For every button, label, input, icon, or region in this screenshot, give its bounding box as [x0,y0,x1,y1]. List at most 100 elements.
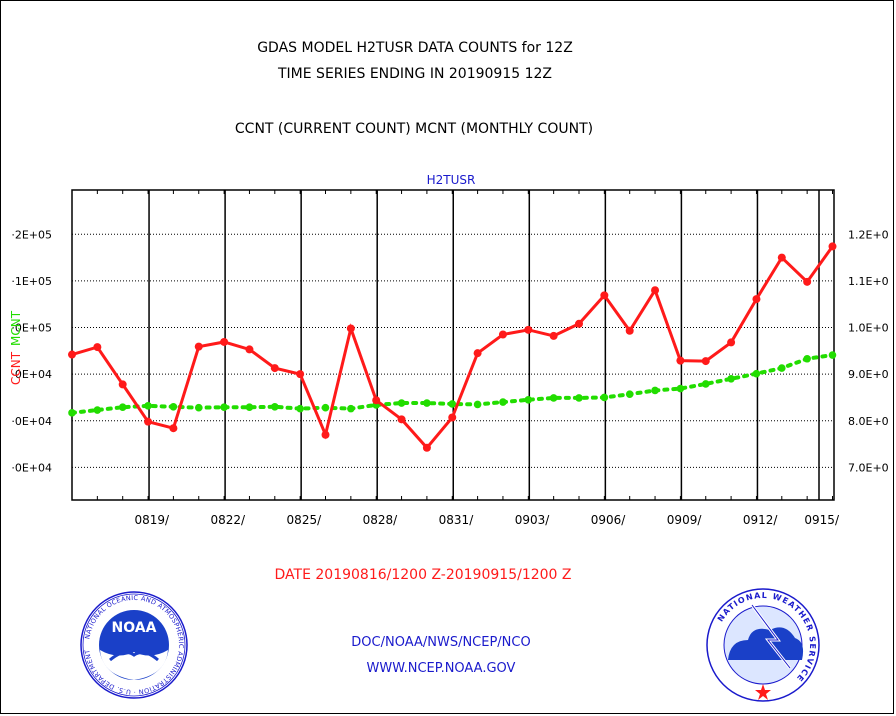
y-left-tick-label: ·2E+05 [11,228,52,241]
star-icon [755,684,771,700]
mcnt-point [803,354,811,363]
ccnt-point [803,277,812,286]
ccnt-point [701,357,710,366]
mcnt-point [144,402,152,410]
y-right-tick-label: 7.0E+0 [848,461,889,474]
x-tick-label: 0909/ [667,513,703,527]
mcnt-point [575,394,583,402]
mcnt-point [271,402,279,411]
org-label: DOC/NOAA/NWS/NCEP/NCO [351,635,530,650]
y-left-tick-label: ·0E+04 [11,415,52,428]
chart-title-line1: GDAS MODEL H2TUSR DATA COUNTS for 12Z [257,40,573,56]
mcnt-point [220,403,228,412]
ccnt-point [422,443,431,452]
ccnt-point [372,396,381,405]
nws-logo: NATIONAL WEATHER SERVICE [706,588,820,702]
y-right-tick-label: 1.0E+0 [848,322,889,335]
y-left-tick-label: ·0E+04 [11,461,52,474]
x-axis-tick-labels: 0819/0822/0825/0828/0831/0903/0906/0909/… [134,513,839,527]
y-left-tick-label: ·0E+04 [11,368,52,381]
plot-title: H2TUSR [427,173,476,187]
noaa-logo-text: NOAA [112,620,157,636]
mcnt-point [549,394,558,402]
ccnt-point [600,291,609,300]
ccnt-point [625,326,634,335]
mcnt-point [194,403,203,412]
mcnt-point [651,386,659,395]
x-tick-label: 0906/ [591,513,627,527]
mcnt-point [727,374,735,383]
x-tick-label: 0828/ [363,513,399,527]
mcnt-point [625,390,634,398]
ccnt-point [676,356,685,365]
mcnt-point [68,409,76,417]
ccnt-point [194,342,203,351]
series-mcnt [68,351,837,417]
mcnt-point [600,393,609,402]
chart-subtitle: CCNT (CURRENT COUNT) MCNT (MONTHLY COUNT… [235,121,593,137]
x-tick-label: 0831/ [439,513,475,527]
mcnt-point [245,403,254,412]
ccnt-point [448,413,457,422]
ccnt-point [220,337,229,346]
x-tick-label: 0819/ [134,513,170,527]
y-right-tick-label: 1.1E+0 [848,275,889,288]
y-right-tick-label: 9.0E+0 [848,368,889,381]
ylabel-ccnt: CCNT [9,351,23,385]
ccnt-point [473,349,482,358]
ccnt-point [727,338,736,347]
ccnt-point [549,331,558,340]
x-tick-label: 0822/ [211,513,247,527]
left-y-axis-tick-labels: ·2E+05 ·1E+05 ·0E+05 ·0E+04 ·0E+04 ·0E+04 [11,228,52,474]
vertical-gridlines [148,190,820,500]
y-left-tick-label: ·0E+05 [11,322,52,335]
date-range-label: DATE 20190816/1200 Z-20190915/1200 Z [275,567,572,583]
url-link[interactable]: WWW.NCEP.NOAA.GOV [367,661,516,676]
ccnt-point [296,370,305,379]
ccnt-point [397,415,406,424]
series-ccnt [68,242,837,452]
ccnt-point [270,364,279,373]
mcnt-point [296,404,304,413]
mcnt-point [524,395,533,404]
x-tick-label: 0903/ [515,513,551,527]
mcnt-point [752,369,761,378]
x-tick-label: 0915/ [804,513,840,527]
ccnt-point [524,325,533,334]
mcnt-point [676,384,685,393]
ccnt-point [321,430,330,439]
ccnt-point [144,417,153,426]
ccnt-point [118,380,127,389]
x-tick-label: 0912/ [743,513,779,527]
ccnt-point [651,286,660,295]
mcnt-point [499,398,507,406]
ccnt-point [828,242,837,251]
y-right-tick-label: 1.2E+0 [848,228,889,241]
mcnt-point [701,380,710,388]
mcnt-point [448,400,457,408]
ccnt-point [245,345,254,354]
y-left-tick-label: ·1E+05 [11,275,52,288]
mcnt-point [347,404,355,413]
ccnt-point [169,424,178,433]
ccnt-point [93,343,102,352]
ccnt-point [346,324,355,333]
ccnt-point [575,319,583,328]
ylabel-mcnt: MCNT [9,310,23,346]
mcnt-point [423,399,431,407]
y-right-tick-label: 8.0E+0 [848,415,889,428]
x-axis-ticks [71,190,833,500]
mcnt-point [118,403,127,412]
mcnt-point [93,406,102,414]
ccnt-point [68,350,76,359]
mcnt-point [778,364,786,372]
ccnt-point [498,330,507,339]
mcnt-point [828,351,837,359]
right-y-axis-tick-labels: 1.2E+0 1.1E+0 1.0E+0 9.0E+0 8.0E+0 7.0E+0 [848,228,889,474]
mcnt-point [397,399,406,407]
x-tick-label: 0825/ [287,513,323,527]
chart-title-line2: TIME SERIES ENDING IN 20190915 12Z [277,66,552,82]
ccnt-point [752,295,761,304]
